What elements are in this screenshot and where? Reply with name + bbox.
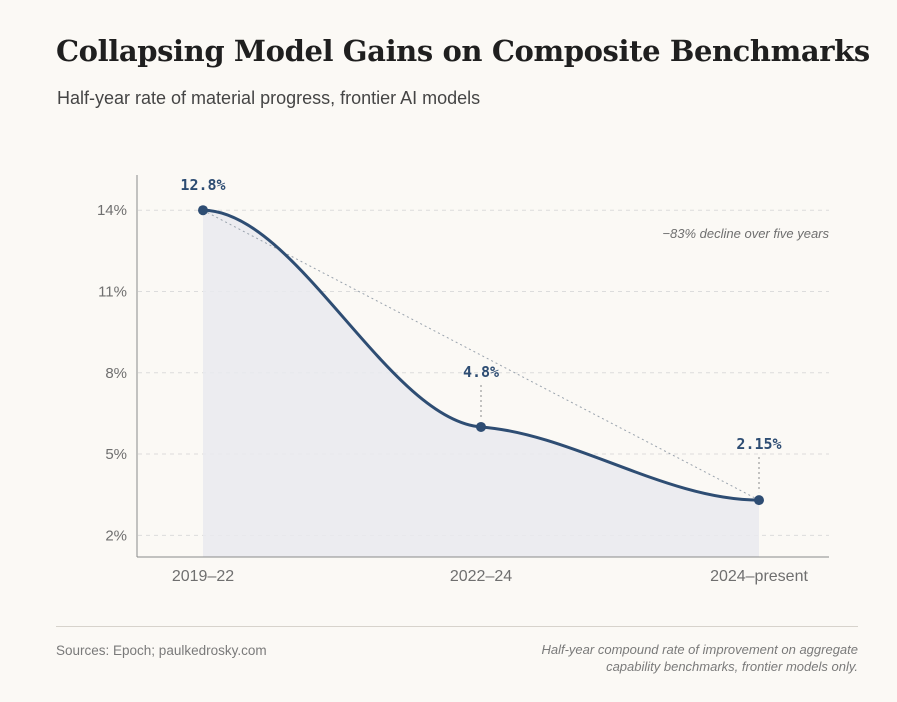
x-tick-label: 2019–22 [172, 568, 234, 585]
y-tick-label: 2% [105, 527, 127, 544]
y-tick-label: 5% [105, 446, 127, 463]
footnote: Half-year compound rate of improvement o… [428, 641, 858, 675]
data-label: 4.8% [463, 363, 499, 381]
chart-subtitle: Half-year rate of material progress, fro… [57, 88, 481, 108]
source-text: Sources: Epoch; paulkedrosky.com [56, 643, 267, 658]
decline-annotation: −83% decline over five years [662, 226, 829, 241]
axes [136, 175, 829, 558]
y-tick-label: 8% [105, 365, 127, 382]
y-tick-label: 11% [98, 283, 127, 300]
x-tick-labels: 2019–22 2022–24 2024–present [172, 568, 809, 585]
chart-title: Collapsing Model Gains on Composite Benc… [56, 34, 870, 68]
label-leaders [480, 385, 760, 493]
footer-divider [56, 626, 858, 627]
x-tick-label: 2022–24 [450, 568, 512, 585]
data-label: 12.8% [180, 176, 225, 194]
y-tick-label: 14% [97, 202, 127, 219]
data-point [476, 421, 486, 432]
data-points [198, 205, 764, 506]
data-point [198, 205, 208, 216]
x-tick-label: 2024–present [710, 568, 808, 585]
series-area-fill [203, 210, 759, 558]
footnote-line-2: capability benchmarks, frontier models o… [606, 659, 858, 674]
footnote-line-1: Half-year compound rate of improvement o… [541, 642, 858, 657]
data-labels: 12.8% 4.8% 2.15% [180, 176, 781, 453]
data-point [754, 495, 764, 506]
y-tick-labels: 14% 11% 8% 5% 2% [97, 202, 127, 544]
data-label: 2.15% [736, 435, 781, 453]
series-line [202, 208, 760, 502]
